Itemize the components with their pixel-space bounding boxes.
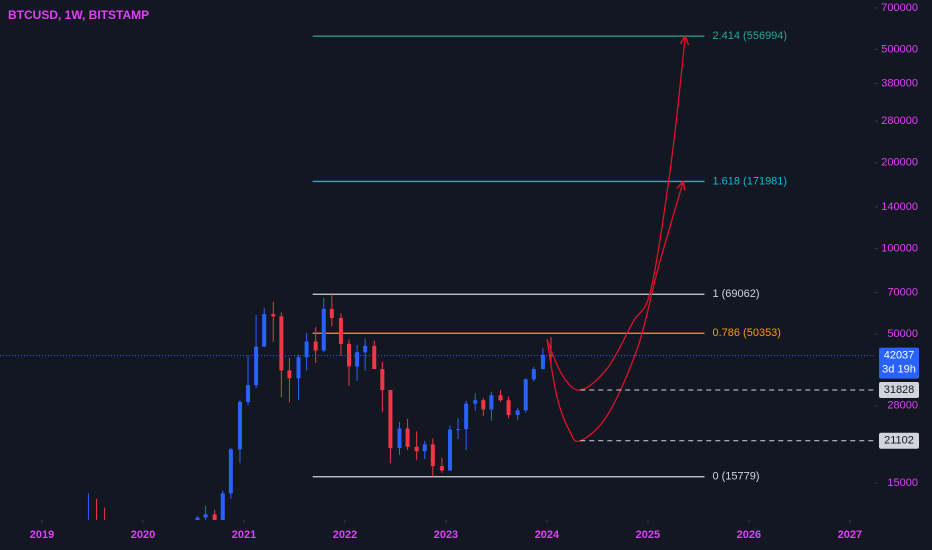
x-tick-label: 2025 [636,529,660,541]
candle-body [363,345,368,353]
y-tick-label: 700000 [881,2,918,14]
target-label: 31828 [884,384,915,396]
candle-body [228,449,233,494]
candle-body [329,308,334,318]
candle-body [439,466,444,471]
x-tick-label: 2019 [30,529,54,541]
candle-body [246,385,251,402]
candle-body [212,514,217,520]
candle-body [355,352,360,367]
fib-label: 1.618 (171981) [712,175,787,187]
x-tick-label: 2026 [737,529,761,541]
candle-body [498,395,503,401]
candle-body [237,401,242,450]
candle-body [506,400,511,415]
x-tick-label: 2027 [838,529,862,541]
fib-label: 0.786 (50353) [712,327,781,339]
y-tick-label: 280000 [881,115,918,127]
countdown-label: 3d 19h [882,363,916,375]
y-tick-label: 500000 [881,43,918,55]
candle-body [531,369,536,380]
candle-body [388,390,393,449]
last-price-label: 42037 [884,349,915,361]
candle-body [515,410,520,415]
y-tick-label: 200000 [881,157,918,169]
x-tick-label: 2020 [131,529,155,541]
candle-body [414,446,419,452]
candle-body [430,444,435,467]
y-tick-label: 380000 [881,77,918,89]
candle-body [287,370,292,379]
x-tick-label: 2024 [535,529,560,541]
y-tick-label: 28000 [887,400,918,412]
chart-title: BTCUSD, 1W, BITSTAMP [8,8,149,22]
candle-body [304,341,309,358]
candle-body [447,429,452,471]
y-tick-label: 100000 [881,242,918,254]
fib-label: 1 (69062) [712,288,759,300]
candle-body [473,400,478,404]
y-tick-label: 70000 [887,286,918,298]
candle-body [338,317,343,344]
candle-body [548,354,553,356]
y-tick-label: 50000 [887,328,918,340]
candle-body [347,343,352,367]
candle-body [540,354,545,370]
x-tick-label: 2021 [232,529,256,541]
candle-body [481,400,486,410]
plot-area [87,36,705,520]
candle-body [195,517,200,520]
projection-curve [546,36,685,391]
y-tick-label: 140000 [881,201,918,213]
target-label: 21102 [884,435,914,447]
candle-body [380,369,385,391]
candle-body [220,493,225,520]
fib-label: 0 (15779) [712,471,759,483]
candle-body [279,316,284,371]
projection-curve [546,181,683,443]
last-price-tag [879,347,919,379]
candle-body [464,403,469,430]
x-tick-label: 2023 [434,529,458,541]
candle-body [321,308,326,351]
x-tick-label: 2022 [333,529,357,541]
candle-body [523,379,528,411]
target-tag [879,381,919,398]
candle-body [313,341,318,351]
candle-body [405,428,410,447]
candle-body [262,314,267,347]
candle-body [271,314,276,317]
candle-body [422,444,427,452]
y-tick-label: 15000 [887,477,918,489]
candle-body [489,395,494,410]
candle-body [254,346,259,386]
candle-body [372,345,377,370]
target-tag [879,432,919,449]
candle-body [397,428,402,449]
fib-label: 2.414 (556994) [712,30,787,42]
candle-body [203,514,208,518]
candle-body [296,357,301,379]
candle-body [456,429,461,431]
